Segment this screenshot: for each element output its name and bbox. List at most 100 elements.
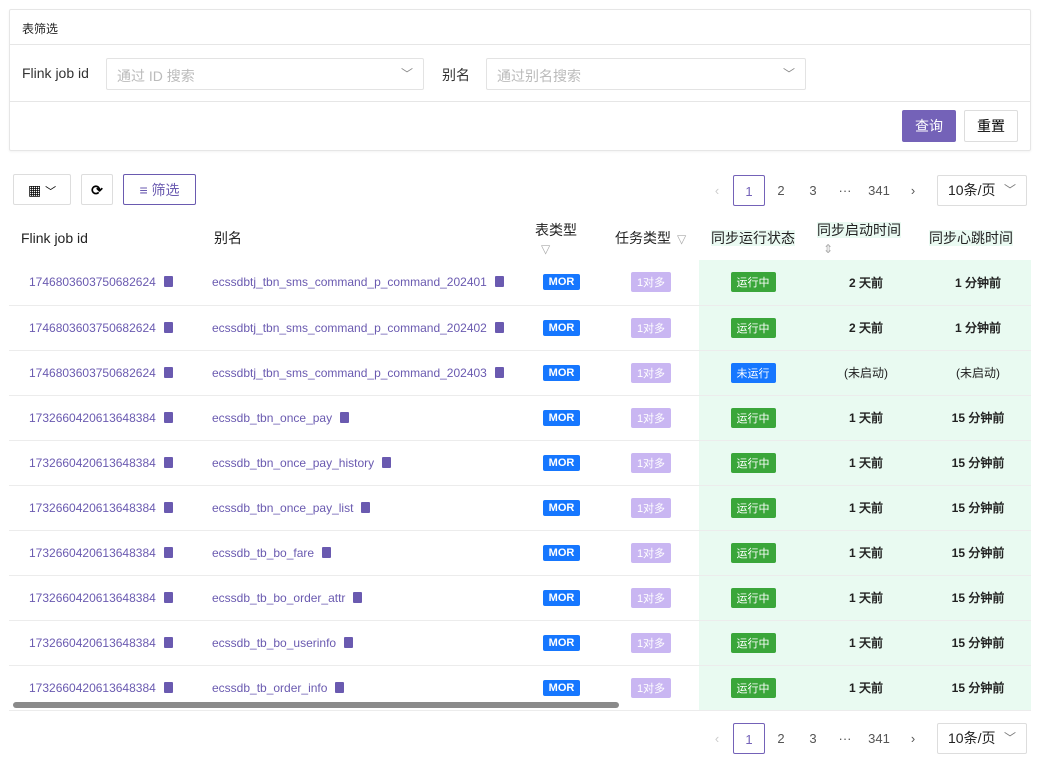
col-heartbeat: 同步心跳时间 xyxy=(925,215,1031,260)
start-time: 1 天前 xyxy=(807,530,925,576)
alias-link[interactable]: ecssdbtj_tbn_sms_command_p_command_20240… xyxy=(212,320,487,335)
heartbeat-time: 15 分钟前 xyxy=(925,620,1031,666)
task-type-tag: 1对多 xyxy=(630,317,672,338)
copy-icon[interactable] xyxy=(382,456,392,468)
copy-icon[interactable] xyxy=(361,501,371,513)
sort-icon[interactable]: ⇕ xyxy=(823,241,834,256)
alias-link[interactable]: ecssdb_tb_order_info xyxy=(212,680,328,695)
copy-icon[interactable] xyxy=(163,321,173,333)
page-3-button[interactable]: 3 xyxy=(809,731,817,746)
alias-link[interactable]: ecssdb_tb_bo_order_attr xyxy=(212,590,346,605)
refresh-icon: ⟳ xyxy=(91,182,103,198)
next-page-button[interactable]: › xyxy=(910,731,916,746)
refresh-button[interactable]: ⟳ xyxy=(81,174,113,205)
job-id-link[interactable]: 1732660420613648384 xyxy=(29,500,156,515)
horizontal-scrollbar[interactable] xyxy=(13,702,619,708)
heartbeat-time: 15 分钟前 xyxy=(925,530,1031,576)
job-id-link[interactable]: 1746803603750682624 xyxy=(29,365,156,380)
copy-icon[interactable] xyxy=(163,681,173,693)
reset-button[interactable]: 重置 xyxy=(964,110,1018,142)
task-type-tag: 1对多 xyxy=(630,587,672,608)
query-button[interactable]: 查询 xyxy=(902,110,956,142)
copy-icon[interactable] xyxy=(163,636,173,648)
copy-icon[interactable] xyxy=(163,276,173,288)
copy-icon[interactable] xyxy=(340,411,350,423)
table-row: 1746803603750682624 ecssdbtj_tbn_sms_com… xyxy=(9,260,1031,306)
copy-icon[interactable] xyxy=(335,681,345,693)
table-row: 1732660420613648384 ecssdb_tb_bo_fare MO… xyxy=(9,530,1031,576)
alias-select[interactable]: 通过别名搜索 ﹀ xyxy=(486,58,806,90)
col-task-type[interactable]: 任务类型 ▽ xyxy=(603,215,699,260)
copy-icon[interactable] xyxy=(494,276,504,288)
alias-link[interactable]: ecssdb_tb_bo_fare xyxy=(212,545,315,560)
filter-icon[interactable]: ▽ xyxy=(677,231,687,246)
page-size-select[interactable]: 10条/页 ﹀ xyxy=(937,175,1027,206)
prev-page-button[interactable]: ‹ xyxy=(714,731,720,746)
job-id-link[interactable]: 1732660420613648384 xyxy=(29,455,156,470)
start-time: 1 天前 xyxy=(807,485,925,531)
page-3-button[interactable]: 3 xyxy=(809,183,817,198)
task-type-tag: 1对多 xyxy=(630,632,672,653)
status-badge: 运行中 xyxy=(730,677,776,698)
alias-link[interactable]: ecssdbtj_tbn_sms_command_p_command_20240… xyxy=(212,365,487,380)
filter-button[interactable]: ≡ 筛选 xyxy=(123,174,196,205)
page-size-value: 10条/页 xyxy=(948,730,996,746)
col-status-label: 同步运行状态 xyxy=(711,229,795,246)
page-2-button[interactable]: 2 xyxy=(777,183,785,198)
start-time: 1 天前 xyxy=(807,665,925,711)
grid-icon: ▦ xyxy=(27,182,42,198)
copy-icon[interactable] xyxy=(344,636,354,648)
alias-link[interactable]: ecssdb_tbn_once_pay_history xyxy=(212,455,375,470)
status-badge: 运行中 xyxy=(730,587,776,608)
col-table-type[interactable]: 表类型 ▽ xyxy=(520,215,603,260)
table-row: 1732660420613648384 ecssdb_tbn_once_pay … xyxy=(9,395,1031,441)
copy-icon[interactable] xyxy=(163,591,173,603)
page-last-button[interactable]: 341 xyxy=(868,183,890,198)
copy-icon[interactable] xyxy=(494,366,504,378)
status-badge: 运行中 xyxy=(730,452,776,473)
table-type-tag: MOR xyxy=(542,634,581,651)
col-job-id: Flink job id xyxy=(21,229,88,246)
job-id-link[interactable]: 1732660420613648384 xyxy=(29,635,156,650)
table-type-tag: MOR xyxy=(542,589,581,606)
job-id-link[interactable]: 1746803603750682624 xyxy=(29,320,156,335)
status-badge: 运行中 xyxy=(730,542,776,563)
copy-icon[interactable] xyxy=(163,411,173,423)
job-id-link[interactable]: 1732660420613648384 xyxy=(29,545,156,560)
copy-icon[interactable] xyxy=(322,546,332,558)
page-1-button[interactable]: 1 xyxy=(733,723,765,754)
column-settings-button[interactable]: ▦ ﹀ xyxy=(13,174,71,205)
status-badge: 运行中 xyxy=(730,407,776,428)
job-id-select[interactable]: 通过 ID 搜索 ﹀ xyxy=(106,58,424,90)
alias-link[interactable]: ecssdb_tbn_once_pay xyxy=(212,410,333,425)
status-badge: 运行中 xyxy=(730,632,776,653)
copy-icon[interactable] xyxy=(353,591,363,603)
next-page-button[interactable]: › xyxy=(910,183,916,198)
copy-icon[interactable] xyxy=(163,501,173,513)
page-1-button[interactable]: 1 xyxy=(733,175,765,206)
page-last-button[interactable]: 341 xyxy=(868,731,890,746)
heartbeat-time: 15 分钟前 xyxy=(925,395,1031,441)
alias-link[interactable]: ecssdb_tb_bo_userinfo xyxy=(212,635,337,650)
page-2-button[interactable]: 2 xyxy=(777,731,785,746)
copy-icon[interactable] xyxy=(163,366,173,378)
pagination-ellipsis[interactable]: ··· xyxy=(838,183,852,198)
page-size-select[interactable]: 10条/页 ﹀ xyxy=(937,723,1027,754)
prev-page-button[interactable]: ‹ xyxy=(714,183,720,198)
copy-icon[interactable] xyxy=(163,456,173,468)
job-id-link[interactable]: 1746803603750682624 xyxy=(29,275,156,290)
copy-icon[interactable] xyxy=(494,321,504,333)
job-id-link[interactable]: 1732660420613648384 xyxy=(29,680,156,695)
status-badge: 运行中 xyxy=(730,317,776,338)
status-badge: 未运行 xyxy=(730,362,776,383)
table-row: 1732660420613648384 ecssdb_tb_bo_userinf… xyxy=(9,620,1031,666)
job-id-link[interactable]: 1732660420613648384 xyxy=(29,590,156,605)
alias-link[interactable]: ecssdb_tbn_once_pay_list xyxy=(212,500,354,515)
filter-icon[interactable]: ▽ xyxy=(541,241,551,256)
job-id-link[interactable]: 1732660420613648384 xyxy=(29,410,156,425)
chevron-down-icon: ﹀ xyxy=(400,67,413,81)
col-start-time[interactable]: 同步启动时间 ⇕ xyxy=(807,215,925,260)
alias-link[interactable]: ecssdbtj_tbn_sms_command_p_command_20240… xyxy=(212,275,487,290)
copy-icon[interactable] xyxy=(163,546,173,558)
pagination-ellipsis[interactable]: ··· xyxy=(838,731,852,746)
